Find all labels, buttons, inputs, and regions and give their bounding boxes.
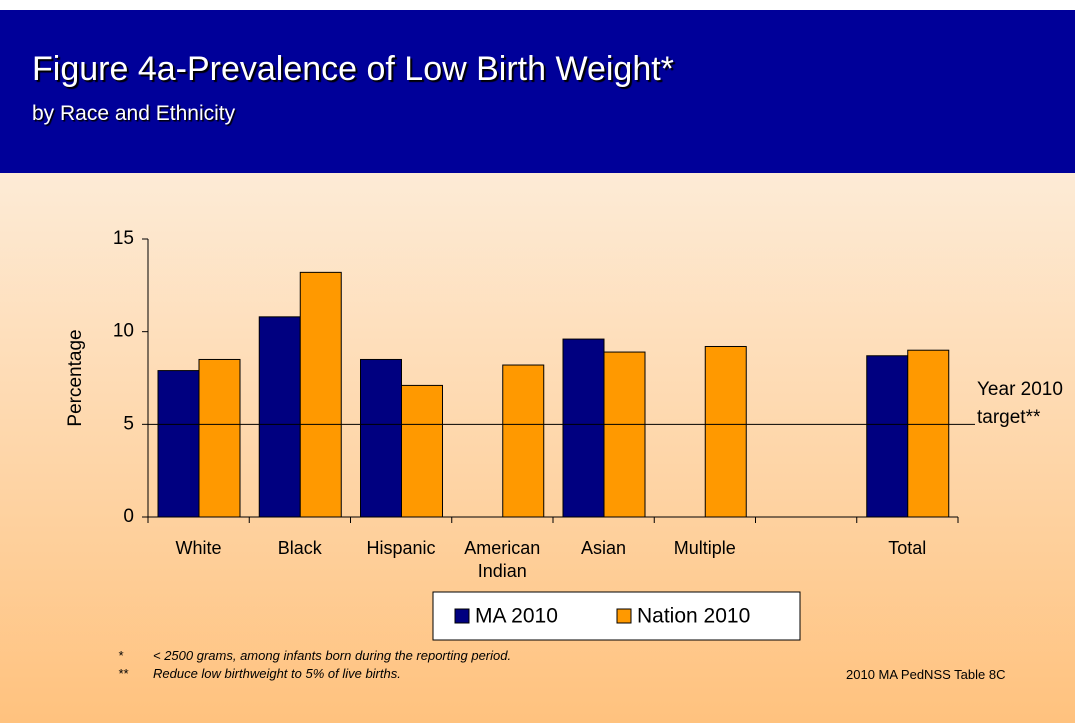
- x-tick-label: Asian: [580, 538, 627, 558]
- bar: [258, 316, 301, 518]
- bar: [299, 271, 342, 518]
- footnote-mark: **: [118, 666, 129, 681]
- footnote-mark: *: [118, 648, 124, 663]
- legend-label: MA 2010: [475, 605, 558, 628]
- y-tick-label: 10: [113, 321, 134, 342]
- bar: [157, 370, 200, 518]
- bar: [866, 355, 909, 518]
- x-tick-label: American Indian: [464, 538, 541, 581]
- bar: [360, 358, 402, 518]
- bar: [907, 349, 950, 518]
- y-axis-title: Percentage: [65, 329, 86, 426]
- y-tick-label: 15: [113, 228, 134, 249]
- x-tick-label: Total: [888, 538, 927, 558]
- slide-subtitle: by Race and Ethnicity: [32, 102, 236, 125]
- legend-swatch: [454, 608, 470, 624]
- bar: [603, 351, 646, 518]
- x-tick-label: Multiple: [673, 538, 736, 558]
- x-tick-label: Hispanic: [366, 538, 436, 558]
- source: 2010 MA PedNSS Table 8C: [846, 667, 1006, 682]
- bar: [198, 358, 241, 518]
- bar: [562, 338, 605, 518]
- slide-title: Figure 4a-Prevalence of Low Birth Weight…: [32, 50, 674, 88]
- target-label: Year 2010 target**: [977, 379, 1063, 428]
- y-tick-label: 0: [123, 506, 134, 527]
- footnote-text: Reduce low birthweight to 5% of live bir…: [153, 666, 401, 681]
- bar: [502, 364, 545, 518]
- bar: [704, 345, 747, 518]
- x-tick-label: Black: [277, 538, 322, 558]
- bar: [401, 384, 443, 518]
- legend-swatch: [616, 608, 632, 624]
- footnote-text: < 2500 grams, among infants born during …: [153, 648, 512, 663]
- x-tick-label: White: [175, 538, 222, 558]
- legend-label: Nation 2010: [637, 605, 750, 628]
- y-tick-label: 5: [123, 413, 134, 434]
